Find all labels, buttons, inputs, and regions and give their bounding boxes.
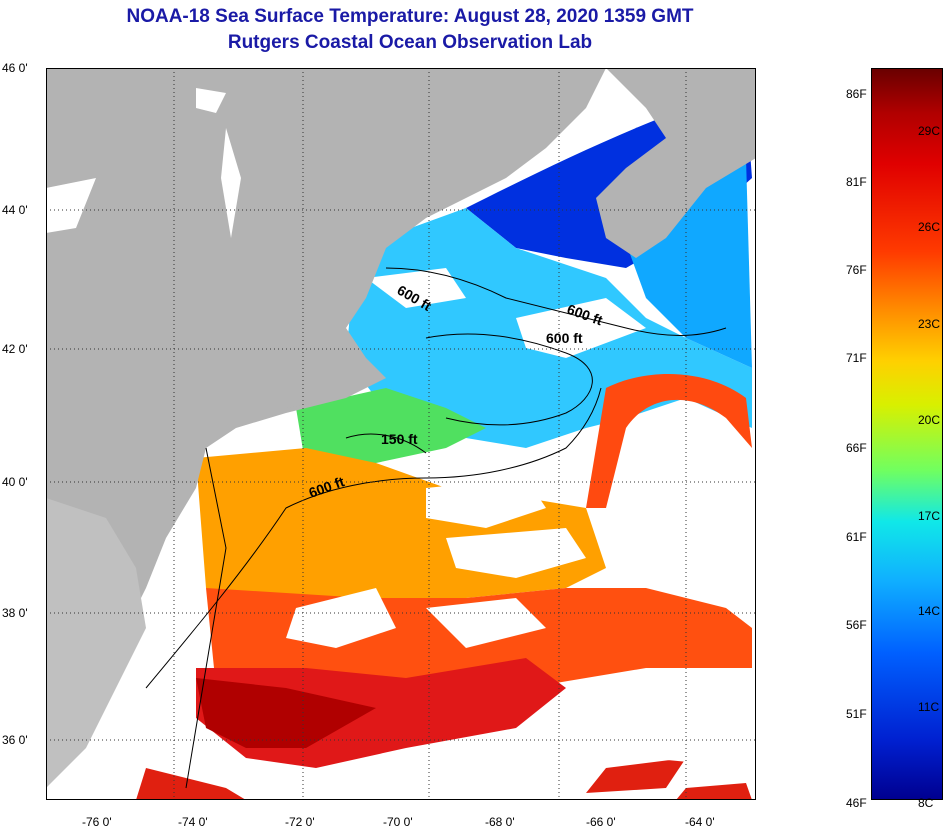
colorbar-c-11: 11C — [918, 700, 940, 714]
land-chesapeake — [46, 498, 146, 788]
colorbar-c-8: 8C — [918, 796, 934, 810]
cloud-patch-7 — [646, 518, 752, 578]
colorbar-c-17: 17C — [918, 509, 941, 523]
colorbar-c-23: 23C — [918, 317, 941, 331]
lake-white-2 — [221, 128, 241, 238]
contour-label-3: 600 ft — [546, 330, 583, 346]
cloud-patch-6 — [366, 268, 466, 308]
lon-label-66: -66 0' — [586, 815, 616, 829]
cloud-patch-4 — [426, 598, 546, 648]
colorbar-f-66: 66F — [846, 441, 867, 455]
contour-600ft-georges — [425, 333, 593, 426]
lake-white-3 — [46, 178, 96, 233]
map-title: NOAA-18 Sea Surface Temperature: August … — [126, 6, 694, 27]
colorbar-f-76: 76F — [846, 263, 867, 277]
lat-label-46: 46 0' — [2, 61, 28, 75]
cloud-patch-5 — [516, 298, 646, 358]
colorbar-f-61: 61F — [846, 530, 867, 544]
lon-label-72: -72 0' — [285, 815, 315, 829]
cloud-patch-8 — [566, 688, 752, 768]
colorbar-f-51: 51F — [846, 707, 867, 721]
contour-label-4: 150 ft — [381, 431, 418, 447]
sst-map: 600 ft 600 ft 600 ft 150 ft 600 ft — [46, 68, 756, 800]
long-island — [286, 368, 386, 408]
contour-600ft-gulf-of-maine — [385, 267, 727, 336]
lat-label-42: 42 0' — [2, 342, 28, 356]
map-frame — [46, 68, 756, 800]
lon-label-76: -76 0' — [82, 815, 112, 829]
lat-label-40: 40 0' — [2, 475, 28, 489]
gulfstream-core — [196, 678, 376, 748]
lon-label-74: -74 0' — [178, 815, 208, 829]
lat-label-44: 44 0' — [2, 203, 28, 217]
south-patches — [136, 758, 752, 800]
land-mainland — [46, 68, 606, 768]
coastline — [185, 447, 227, 789]
colorbar-c-29: 29C — [918, 124, 941, 138]
map-subtitle: Rutgers Coastal Ocean Observation Lab — [227, 32, 593, 53]
colorbar-c-20: 20C — [918, 413, 941, 427]
contour-600ft-shelf — [145, 387, 602, 689]
colorbar-f-71: 71F — [846, 351, 867, 365]
shelf-green — [296, 388, 486, 468]
lon-label-64: -64 0' — [685, 815, 715, 829]
temperature-colorbar — [871, 68, 943, 800]
lon-label-70: -70 0' — [383, 815, 413, 829]
lat-label-38: 38 0' — [2, 606, 28, 620]
land-nova-scotia — [596, 68, 756, 258]
lat-label-36: 36 0' — [2, 733, 28, 747]
colorbar-c-14: 14C — [918, 604, 941, 618]
colorbar-f-46: 46F — [846, 796, 867, 810]
cloud-patch-2 — [446, 528, 586, 578]
colorbar-f-81: 81F — [846, 175, 867, 189]
colorbar-f-86: 86F — [846, 87, 867, 101]
warm-core-ring — [586, 374, 752, 508]
colorbar-f-56: 56F — [846, 618, 867, 632]
cloud-patch-3 — [286, 588, 396, 648]
lon-label-68: -68 0' — [485, 815, 515, 829]
colorbar-c-26: 26C — [918, 220, 941, 234]
lake-white-1 — [196, 88, 226, 113]
contour-150ft — [345, 433, 427, 454]
cloud-patch-1 — [426, 478, 546, 528]
